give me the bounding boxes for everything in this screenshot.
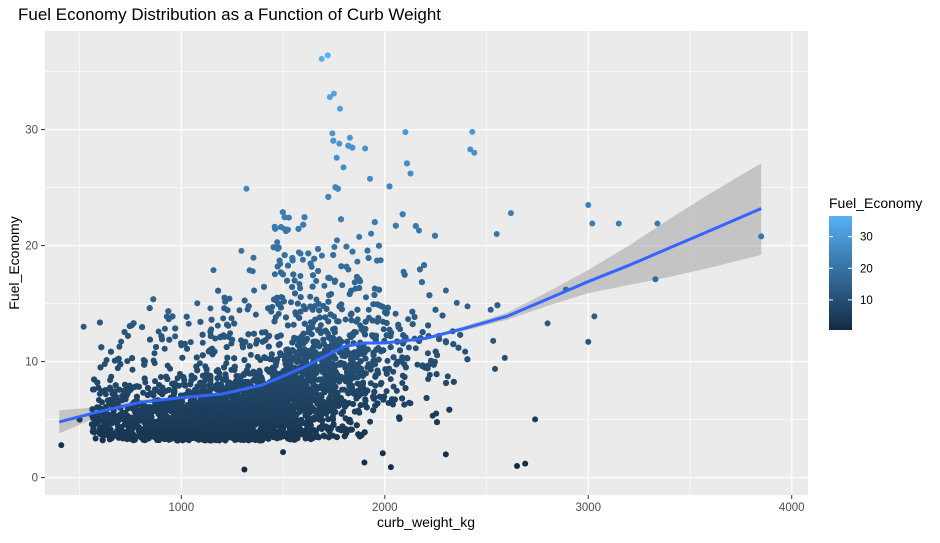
data-point xyxy=(399,380,405,386)
data-point xyxy=(356,234,362,240)
data-point xyxy=(248,352,254,358)
data-point xyxy=(367,419,373,425)
data-point xyxy=(532,416,538,422)
data-point xyxy=(215,323,221,329)
data-point xyxy=(188,339,194,345)
data-point xyxy=(164,314,170,320)
data-point xyxy=(354,259,360,265)
data-point xyxy=(355,316,361,322)
data-point xyxy=(214,375,220,381)
data-point xyxy=(413,345,419,351)
data-point xyxy=(492,366,498,372)
data-point xyxy=(320,337,326,343)
data-point xyxy=(408,171,414,177)
data-point xyxy=(385,358,391,364)
data-point xyxy=(288,299,294,305)
data-point xyxy=(194,300,200,306)
data-point xyxy=(414,362,420,368)
data-point xyxy=(211,267,217,273)
data-point xyxy=(405,316,411,322)
data-point xyxy=(172,333,178,339)
data-point xyxy=(425,376,431,382)
data-point xyxy=(104,357,110,363)
data-point xyxy=(388,376,394,382)
data-point xyxy=(445,373,451,379)
data-point xyxy=(384,388,390,394)
data-point xyxy=(116,344,122,350)
data-point xyxy=(313,278,319,284)
data-point xyxy=(162,346,168,352)
data-point xyxy=(251,288,257,294)
data-point xyxy=(93,436,99,442)
data-point xyxy=(151,358,157,364)
data-point xyxy=(488,307,494,313)
data-point xyxy=(297,285,303,291)
data-point xyxy=(291,322,297,328)
data-point xyxy=(490,338,496,344)
data-point xyxy=(368,231,374,237)
data-point xyxy=(363,294,369,300)
data-point xyxy=(300,257,306,263)
data-point xyxy=(118,339,124,345)
data-point xyxy=(238,248,244,254)
data-point xyxy=(465,303,471,309)
data-point xyxy=(406,345,412,351)
data-point xyxy=(220,315,226,321)
data-point xyxy=(200,340,206,346)
data-point xyxy=(296,249,302,255)
data-point xyxy=(329,130,335,136)
data-point xyxy=(425,350,431,356)
data-point xyxy=(362,146,368,152)
data-point xyxy=(394,388,400,394)
data-point xyxy=(336,141,342,147)
data-point xyxy=(274,239,280,245)
data-point xyxy=(339,282,345,288)
data-point xyxy=(207,305,213,311)
data-point xyxy=(152,350,158,356)
data-point xyxy=(433,411,439,417)
data-point xyxy=(334,155,340,161)
data-point xyxy=(366,307,372,313)
data-point xyxy=(186,321,192,327)
data-point xyxy=(229,315,235,321)
data-point xyxy=(307,294,313,300)
data-point xyxy=(341,164,347,170)
data-point xyxy=(393,311,399,317)
data-point xyxy=(402,129,408,135)
data-point xyxy=(319,253,325,259)
data-point xyxy=(276,311,282,317)
data-point xyxy=(297,273,303,279)
data-point xyxy=(162,326,168,332)
data-point xyxy=(251,255,257,261)
data-point xyxy=(158,374,164,380)
data-point xyxy=(347,135,353,141)
data-point xyxy=(372,383,378,389)
data-point xyxy=(250,268,256,274)
data-point xyxy=(237,307,243,313)
data-point xyxy=(443,288,449,294)
data-point xyxy=(272,271,278,277)
data-point xyxy=(334,237,340,243)
data-point xyxy=(407,400,413,406)
data-point xyxy=(253,312,259,318)
data-point xyxy=(367,176,373,182)
data-point xyxy=(381,326,387,332)
data-point xyxy=(502,355,508,361)
data-point xyxy=(167,366,173,372)
data-point xyxy=(462,349,468,355)
data-point xyxy=(245,363,251,369)
data-point xyxy=(343,317,349,323)
data-point xyxy=(321,283,327,289)
data-point xyxy=(349,317,355,323)
data-point xyxy=(331,244,337,250)
data-point xyxy=(454,300,460,306)
